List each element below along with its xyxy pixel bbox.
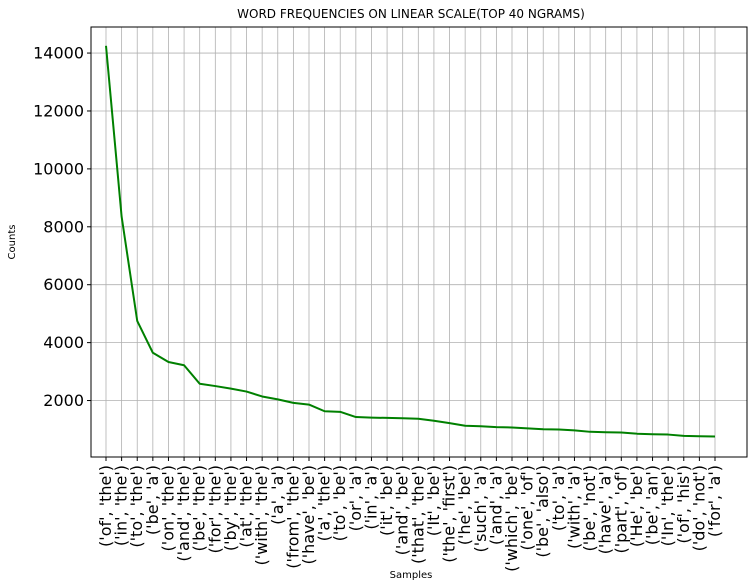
x-tick-label: ('It', 'be') [424, 465, 443, 536]
y-tick-label: 8000 [43, 217, 84, 236]
x-tick-label: ('with', 'the') [252, 465, 271, 565]
x-tick-label: ('be', 'also') [533, 465, 552, 558]
x-tick-label: ('to', 'the') [127, 465, 146, 548]
x-tick-label: ('and', 'be') [393, 465, 412, 555]
x-tick-label: ('to', 'be') [330, 465, 349, 541]
x-tick-label: ('do', 'not') [689, 465, 708, 551]
x-tick-label: ('of', 'the') [96, 465, 115, 547]
x-tick-label: ('and', 'a') [486, 465, 505, 545]
grid [91, 27, 747, 457]
x-tick-label: ('a', 'the') [315, 465, 334, 541]
x-tick-label: ('in', 'the') [112, 465, 131, 546]
x-tick-label: ('from', 'the') [283, 465, 302, 569]
x-tick-label: ('the', 'first') [440, 465, 459, 563]
x-tick-label: ('part', 'of') [611, 465, 630, 553]
x-axis: ('of', 'the')('in', 'the')('to', 'the')(… [96, 457, 724, 572]
x-tick-label: ('be', 'an') [643, 465, 662, 545]
x-tick-label: ('by', 'the') [221, 465, 240, 551]
x-tick-label: ('for', 'a') [705, 465, 724, 537]
x-tick-label: ('at', 'the') [237, 465, 256, 548]
x-tick-label: ('it', 'be') [377, 465, 396, 536]
y-tick-label: 10000 [33, 159, 84, 178]
y-tick-label: 6000 [43, 275, 84, 294]
x-tick-label: ('which', 'be') [502, 465, 521, 572]
x-tick-label: ('of', 'his') [674, 465, 693, 544]
y-tick-label: 4000 [43, 333, 84, 352]
x-tick-label: ('be', 'the') [190, 465, 209, 552]
x-tick-label: ('and', 'the') [174, 465, 193, 562]
x-tick-label: ('one', 'of') [518, 465, 537, 550]
series-line [105, 45, 716, 438]
x-tick-label: ('In', 'the') [658, 465, 677, 546]
x-tick-label: ('He', 'be') [627, 465, 646, 547]
chart-title: WORD FREQUENCIES ON LINEAR SCALE(TOP 40 … [237, 7, 585, 21]
y-axis-label: Counts [7, 225, 18, 260]
x-tick-label: ('be', 'not') [580, 465, 599, 551]
x-tick-label: ('that', 'the') [408, 465, 427, 564]
x-tick-label: ('or', 'a') [346, 465, 365, 531]
x-tick-label: ('to', 'a') [549, 465, 568, 531]
x-tick-label: ('for', 'the') [205, 465, 224, 554]
x-tick-label: ('be', 'a') [143, 465, 162, 535]
plot-frame [90, 26, 748, 458]
x-tick-label: ('in', 'a') [361, 465, 380, 530]
y-tick-label: 12000 [33, 101, 84, 120]
x-tick-label: ('a', 'a') [268, 465, 287, 525]
x-tick-label: ('he', 'be') [455, 465, 474, 545]
x-tick-label: ('on', 'the') [158, 465, 177, 551]
y-tick-label: 14000 [33, 44, 84, 63]
x-tick-label: ('have', 'a') [596, 465, 615, 554]
y-axis: 2000 4000 6000 8000 10000 12000 14000 [33, 44, 91, 410]
x-axis-label: Samples [390, 570, 433, 581]
x-tick-label: ('with', 'a') [564, 465, 583, 549]
x-tick-label: ('such', 'a') [471, 465, 490, 552]
x-tick-label: ('have', 'be') [299, 465, 318, 565]
y-tick-label: 2000 [43, 391, 84, 410]
